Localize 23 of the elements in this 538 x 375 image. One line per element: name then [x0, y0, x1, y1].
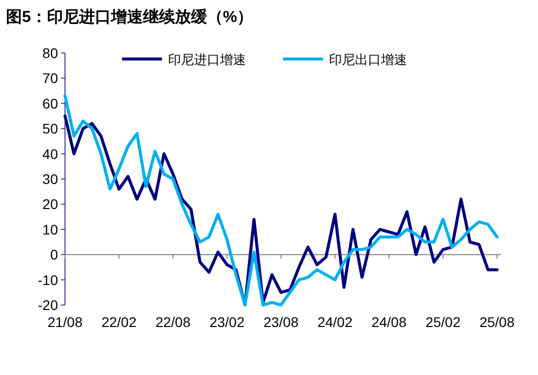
legend-label: 印尼进口增速 [168, 52, 246, 67]
x-tick-label: 25/08 [479, 314, 515, 330]
y-tick-label: 10 [42, 221, 58, 238]
y-tick-label: 0 [50, 246, 58, 263]
x-tick-label: 24/02 [317, 314, 353, 330]
y-tick-label: 70 [42, 70, 58, 86]
x-tick-label: 22/08 [155, 314, 191, 330]
x-tick-label: 23/08 [263, 314, 299, 330]
y-tick-label: 50 [42, 120, 58, 137]
y-tick-label: 20 [42, 196, 58, 212]
y-tick-label: -20 [38, 297, 58, 313]
x-tick-label: 24/08 [371, 314, 407, 330]
x-tick-label: 21/08 [47, 314, 83, 330]
y-tick-label: 40 [42, 146, 58, 162]
y-tick-label: 30 [42, 171, 58, 187]
x-tick-label: 22/02 [101, 314, 137, 330]
y-tick-label: 60 [42, 95, 58, 112]
y-tick-label: -10 [38, 272, 58, 288]
x-tick-label: 23/02 [209, 314, 245, 330]
x-tick-label: 25/02 [425, 314, 461, 330]
chart-title: 图5：印尼进口增速继续放缓（%） [6, 8, 254, 26]
legend-label: 印尼出口增速 [329, 52, 407, 67]
y-tick-label: 80 [42, 45, 58, 61]
